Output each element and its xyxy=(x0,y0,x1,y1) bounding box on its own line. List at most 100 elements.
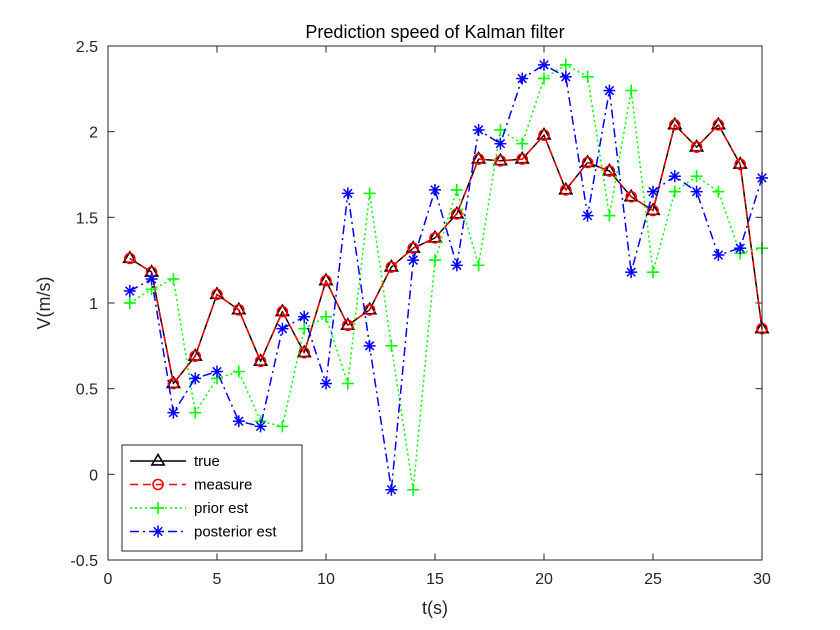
data-point-true xyxy=(536,127,552,140)
data-point-posterior-est xyxy=(581,209,594,222)
data-point-prior-est xyxy=(189,406,202,419)
legend-entry-measure: measure xyxy=(130,477,252,494)
data-point-true xyxy=(362,301,378,315)
y-tick-label: 2 xyxy=(89,125,98,142)
data-point-prior-est xyxy=(472,259,485,272)
data-point-prior-est xyxy=(559,58,572,71)
data-point-true xyxy=(122,250,138,264)
data-point-posterior-est xyxy=(603,84,616,97)
data-point-measure xyxy=(625,190,638,203)
data-point-measure xyxy=(668,119,681,131)
data-point-measure xyxy=(320,274,332,287)
data-point-posterior-est xyxy=(559,70,572,83)
data-point-posterior-est xyxy=(320,377,332,390)
data-point-prior-est xyxy=(450,183,463,196)
data-point-posterior-est xyxy=(276,322,289,335)
data-point-measure xyxy=(385,261,398,273)
data-point-true xyxy=(689,139,705,152)
data-point-measure xyxy=(167,377,180,390)
x-tick-label: 0 xyxy=(104,571,113,588)
data-point-true xyxy=(580,154,596,168)
data-point-measure xyxy=(712,119,725,131)
series-prior-est xyxy=(123,58,768,496)
data-point-true xyxy=(318,272,334,286)
data-point-posterior-est xyxy=(385,483,398,496)
legend-entry-true: true xyxy=(130,452,220,470)
data-point-posterior-est xyxy=(363,339,376,352)
x-tick-label: 5 xyxy=(213,571,222,588)
data-point-measure xyxy=(233,304,245,316)
data-point-true xyxy=(471,151,487,164)
data-point-measure xyxy=(603,165,616,177)
data-point-prior-est xyxy=(538,72,550,85)
x-tick-label: 15 xyxy=(426,571,444,588)
legend: true measure prior est posterior est xyxy=(121,444,303,552)
data-point-measure xyxy=(647,204,659,217)
x-axis-label: t(s) xyxy=(422,598,448,618)
data-point-posterior-est xyxy=(647,185,659,198)
data-point-true xyxy=(623,188,639,202)
data-point-posterior-est xyxy=(734,242,747,255)
data-point-true xyxy=(427,229,443,243)
legend-label: measure xyxy=(194,477,252,494)
data-point-posterior-est xyxy=(668,170,681,183)
y-tick-label: 0 xyxy=(89,467,98,484)
y-axis-label: V(m/s) xyxy=(34,277,54,330)
data-point-posterior-est xyxy=(712,249,725,262)
data-point-posterior-est xyxy=(232,415,245,428)
data-point-true xyxy=(383,258,399,272)
data-point-measure xyxy=(189,350,201,362)
legend-marker xyxy=(152,502,164,514)
legend-entry-prior-est: prior est xyxy=(130,500,249,517)
data-point-posterior-est xyxy=(145,273,158,286)
data-point-prior-est xyxy=(341,377,354,390)
data-point-prior-est xyxy=(276,420,289,433)
axis-ticks: 0 5 10 15 20 25 30 -0.5 0 0.5 1 1.5 2 2.5 xyxy=(70,39,771,588)
x-tick-label: 20 xyxy=(535,571,553,588)
data-point-posterior-est xyxy=(341,187,354,200)
data-point-posterior-est xyxy=(690,185,703,198)
data-point-prior-est xyxy=(712,185,725,198)
data-point-prior-est xyxy=(603,209,616,222)
data-point-true xyxy=(558,181,574,195)
legend-label: prior est xyxy=(194,500,249,517)
data-point-prior-est xyxy=(668,185,681,198)
data-point-posterior-est xyxy=(625,266,638,279)
legend-label: posterior est xyxy=(194,524,277,541)
data-point-measure xyxy=(276,305,289,318)
data-point-posterior-est xyxy=(429,183,441,196)
data-point-measure xyxy=(734,158,747,171)
data-point-posterior-est xyxy=(189,372,202,385)
legend-entry-posterior-est: posterior est xyxy=(130,524,277,541)
data-point-true xyxy=(187,348,203,361)
data-point-measure xyxy=(690,141,703,153)
data-point-measure xyxy=(254,355,267,368)
axes-frame xyxy=(107,45,763,561)
data-point-posterior-est xyxy=(407,254,420,267)
y-tick-label: 2.5 xyxy=(76,39,98,56)
x-tick-label: 30 xyxy=(753,571,771,588)
data-point-prior-est xyxy=(429,254,441,267)
legend-marker xyxy=(152,478,164,491)
y-tick-label: 0.5 xyxy=(76,382,98,399)
data-point-true xyxy=(514,151,530,164)
series-group xyxy=(122,58,770,496)
data-point-prior-est xyxy=(407,483,420,496)
x-tick-label: 10 xyxy=(317,571,335,588)
data-point-prior-est xyxy=(647,266,659,279)
data-point-true xyxy=(710,116,726,130)
data-point-prior-est xyxy=(320,310,332,323)
series-line-prior-est xyxy=(129,64,763,491)
data-point-measure xyxy=(211,288,223,301)
data-point-true xyxy=(449,205,465,219)
y-tick-label: 1 xyxy=(89,296,98,313)
data-point-true xyxy=(253,353,269,366)
data-point-prior-est xyxy=(690,170,703,183)
data-point-prior-est xyxy=(625,84,638,97)
data-point-measure xyxy=(516,153,529,165)
data-point-true xyxy=(296,344,312,358)
data-point-prior-est xyxy=(145,283,158,296)
data-point-measure xyxy=(450,208,463,220)
data-point-posterior-est xyxy=(254,420,267,433)
